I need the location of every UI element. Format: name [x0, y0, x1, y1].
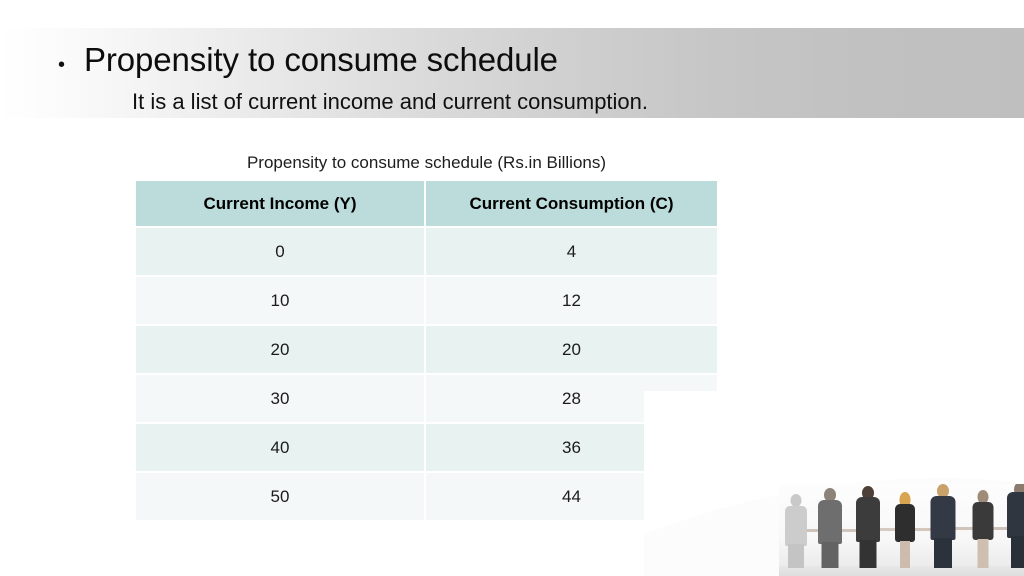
arm-link — [985, 527, 1013, 530]
person-head — [790, 494, 802, 507]
cell-consumption: 12 — [426, 277, 717, 326]
person-torso — [1007, 492, 1024, 538]
cell-income: 50 — [136, 473, 426, 520]
person-legs — [1011, 536, 1024, 568]
person-figure — [815, 488, 845, 568]
person-legs — [977, 539, 989, 568]
person-figure — [969, 490, 997, 568]
header-gradient-band — [0, 28, 1024, 118]
table-head: Current Income (Y) Current Consumption (… — [136, 181, 717, 228]
table-body: 0 4 10 12 20 20 30 28 40 36 50 44 — [136, 228, 717, 520]
column-header-current-consumption: Current Consumption (C) — [426, 181, 717, 228]
table-header-row: Current Income (Y) Current Consumption (… — [136, 181, 717, 228]
table-row: 50 44 — [136, 473, 717, 520]
cell-consumption: 4 — [426, 228, 717, 277]
person-figure — [853, 486, 883, 568]
person-torso — [856, 497, 880, 542]
arm-link — [949, 527, 979, 530]
table-row: 40 36 — [136, 424, 717, 473]
person-legs — [821, 542, 839, 568]
person-figure — [781, 494, 811, 568]
slide-subtitle: It is a list of current income and curre… — [132, 89, 649, 114]
propensity-to-consume-table: Current Income (Y) Current Consumption (… — [136, 181, 717, 520]
table-row: 0 4 — [136, 228, 717, 277]
arm-link — [911, 528, 943, 531]
person-figure — [891, 492, 919, 568]
table-row: 20 20 — [136, 326, 717, 375]
person-head — [862, 486, 874, 500]
column-header-current-income: Current Income (Y) — [136, 181, 426, 228]
person-torso — [895, 504, 915, 542]
person-legs — [934, 538, 952, 568]
page-title: Propensity to consume schedule — [84, 41, 558, 78]
cell-income: 40 — [136, 424, 426, 473]
arm-link — [801, 529, 831, 532]
person-torso — [972, 502, 994, 540]
person-legs — [859, 540, 877, 568]
table-row: 30 28 — [136, 375, 717, 424]
cell-consumption: 36 — [426, 424, 717, 473]
table-row: 10 12 — [136, 277, 717, 326]
cell-income: 30 — [136, 375, 426, 424]
arm-link — [875, 528, 905, 531]
person-head — [1014, 484, 1024, 497]
cell-income: 10 — [136, 277, 426, 326]
person-torso — [785, 506, 807, 546]
photo-floor — [779, 566, 1024, 576]
person-torso — [930, 496, 956, 540]
table-caption: Propensity to consume schedule (Rs.in Bi… — [246, 153, 607, 172]
person-torso — [818, 500, 842, 544]
person-legs — [788, 544, 804, 568]
person-head — [937, 484, 949, 498]
person-head — [977, 490, 989, 504]
person-figure — [927, 484, 959, 568]
arm-link — [837, 529, 869, 532]
business-people-photo — [779, 484, 1024, 576]
cell-income: 0 — [136, 228, 426, 277]
slide-title-row: • Propensity to consume schedule — [58, 43, 558, 76]
person-legs — [900, 541, 910, 568]
bullet-icon: • — [58, 54, 66, 76]
cell-income: 20 — [136, 326, 426, 375]
cell-consumption: 44 — [426, 473, 717, 520]
cell-consumption: 28 — [426, 375, 717, 424]
person-figure — [1005, 484, 1024, 568]
cell-consumption: 20 — [426, 326, 717, 375]
person-head — [824, 488, 836, 502]
person-head — [899, 492, 911, 507]
